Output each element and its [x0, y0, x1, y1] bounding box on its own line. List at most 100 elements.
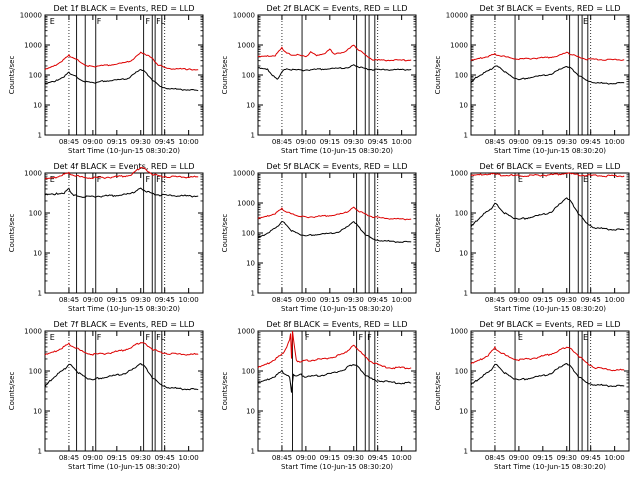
series-line-events: [257, 364, 412, 393]
flag-label: E: [50, 333, 55, 342]
x-tick-label: 09:00: [296, 138, 316, 146]
x-tick-label: 09:15: [533, 454, 553, 462]
y-axis-label: Counts/sec: [221, 56, 229, 95]
flag-label: FL: [156, 175, 166, 184]
flag-label: F: [146, 17, 151, 26]
y-tick-label: 1: [251, 290, 255, 298]
plot-frame: [44, 172, 204, 294]
x-tick-label: 09:45: [368, 454, 388, 462]
x-tick-label: 09:45: [155, 296, 175, 304]
flag-label: F: [359, 333, 364, 342]
panel-title: Det 3f BLACK = Events, RED = LLD: [479, 4, 620, 13]
chart-panel-6: Det 6f BLACK = Events, RED = LLD 1 10 100 10…: [434, 162, 630, 313]
x-tick-label: 09:45: [155, 454, 175, 462]
x-tick-label: 09:15: [533, 138, 553, 146]
chart-panel-4: Det 4f BLACK = Events, RED = LLD 1 10 100 10…: [8, 162, 204, 313]
panel-title: Det 5f BLACK = Events, RED = LLD: [266, 162, 407, 171]
y-tick-label: 10000: [233, 12, 255, 20]
chart-panel-3: Det 3f BLACK = Events, RED = LLD 1 10 100 10…: [434, 4, 630, 155]
series-line-lld: [470, 172, 625, 178]
flag-label: FL: [156, 17, 166, 26]
y-tick-label: 100: [242, 72, 255, 80]
flag-label: E: [518, 175, 523, 184]
x-tick-label: 09:00: [509, 454, 529, 462]
x-tick-label: 10:00: [392, 296, 412, 304]
panel-title: Det 6f BLACK = Events, RED = LLD: [479, 162, 620, 171]
chart-panel-8: Det 8f BLACK = Events, RED = LLD 1 10 100 10…: [221, 320, 417, 471]
x-tick-label: 08:45: [272, 296, 292, 304]
y-axis-label: Counts/sec: [221, 372, 229, 411]
chart-panel-1: Det 1f BLACK = Events, RED = LLD 1 10 100 10…: [8, 4, 204, 155]
x-axis-label: Start Time (10-Jun-15 08:30:20): [68, 147, 180, 155]
flag-label: E: [50, 175, 55, 184]
y-tick-label: 1: [38, 290, 42, 298]
series-line-events: [470, 363, 625, 388]
flag-label: F: [146, 333, 151, 342]
x-tick-label: 08:45: [485, 138, 505, 146]
panel-title: Det 4f BLACK = Events, RED = LLD: [53, 162, 194, 171]
y-tick-label: 100: [29, 72, 42, 80]
x-tick-label: 09:45: [581, 138, 601, 146]
flag-label: E: [583, 333, 588, 342]
series-line-lld: [470, 346, 625, 372]
y-tick-label: 100: [455, 210, 468, 218]
x-tick-label: 09:45: [368, 296, 388, 304]
x-tick-label: 08:45: [272, 454, 292, 462]
x-tick-label: 09:15: [107, 296, 127, 304]
x-tick-label: 09:00: [83, 138, 103, 146]
x-tick-label: 10:00: [605, 296, 625, 304]
y-tick-label: 10: [33, 250, 42, 258]
chart-panel-5: Det 5f BLACK = Events, RED = LLD 1 10 100 10…: [221, 162, 417, 313]
flag-label: F: [367, 333, 372, 342]
x-tick-label: 09:15: [533, 296, 553, 304]
x-tick-label: 09:30: [131, 138, 151, 146]
flag-label: F: [146, 175, 151, 184]
y-tick-label: 1: [464, 132, 468, 140]
y-tick-label: 10: [246, 102, 255, 110]
series-line-events: [470, 65, 625, 85]
series-line-events: [44, 363, 199, 391]
x-tick-label: 10:00: [179, 454, 199, 462]
x-tick-label: 09:30: [131, 454, 151, 462]
y-tick-label: 1000: [450, 328, 468, 336]
y-axis-label: Counts/sec: [434, 214, 442, 253]
x-tick-label: 09:00: [509, 138, 529, 146]
chart-panel-7: Det 7f BLACK = Events, RED = LLD 1 10 100 10…: [8, 320, 204, 471]
series-line-lld: [257, 206, 412, 221]
x-tick-label: 09:30: [344, 138, 364, 146]
x-tick-label: 09:15: [107, 454, 127, 462]
series-line-events: [257, 64, 412, 80]
y-tick-label: 10: [459, 408, 468, 416]
y-tick-label: 10: [246, 408, 255, 416]
y-tick-label: 10: [246, 260, 255, 268]
x-tick-label: 09:00: [296, 296, 316, 304]
y-tick-label: 1000: [237, 328, 255, 336]
series-line-events: [470, 197, 625, 231]
x-tick-label: 08:45: [485, 454, 505, 462]
x-tick-label: 10:00: [605, 454, 625, 462]
panel-title: Det 9f BLACK = Events, RED = LLD: [479, 320, 620, 329]
y-tick-label: 1: [38, 448, 42, 456]
y-tick-label: 1000: [237, 200, 255, 208]
y-tick-label: 1000: [24, 42, 42, 50]
flag-label: E: [583, 17, 588, 26]
y-tick-label: 10: [459, 250, 468, 258]
y-tick-label: 1000: [450, 170, 468, 178]
series-line-events: [44, 68, 199, 92]
y-tick-label: 1: [38, 132, 42, 140]
panel-title: Det 8f BLACK = Events, RED = LLD: [266, 320, 407, 329]
flag-label: F: [97, 175, 102, 184]
y-tick-label: 100: [455, 368, 468, 376]
y-tick-label: 1: [251, 448, 255, 456]
x-tick-label: 10:00: [392, 454, 412, 462]
x-tick-label: 10:00: [605, 138, 625, 146]
x-tick-label: 09:45: [368, 138, 388, 146]
y-tick-label: 10000: [233, 170, 255, 178]
flag-label: E: [518, 333, 523, 342]
plot-frame: [470, 172, 630, 294]
x-tick-label: 08:45: [272, 138, 292, 146]
y-tick-label: 10: [459, 102, 468, 110]
flag-label: E: [583, 175, 588, 184]
series-line-events: [257, 220, 412, 243]
x-tick-label: 09:30: [557, 454, 577, 462]
